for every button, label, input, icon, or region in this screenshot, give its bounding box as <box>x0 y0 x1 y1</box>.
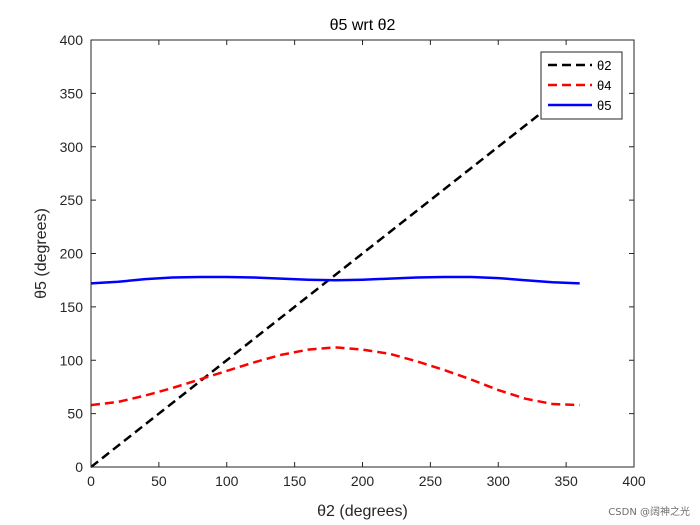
series-line-2 <box>90 81 581 468</box>
y-tick-label: 250 <box>60 192 84 208</box>
y-axis-label: θ5 (degrees) <box>33 208 50 299</box>
y-tick-label: 50 <box>67 406 83 422</box>
series-line-5 <box>90 275 580 285</box>
x-tick-label: 150 <box>283 473 307 489</box>
y-tick-label: 300 <box>60 139 84 155</box>
legend-label: θ2 <box>597 58 611 73</box>
y-tick-label: 200 <box>60 246 84 262</box>
series-line-4 <box>90 346 580 407</box>
x-axis-label: θ2 (degrees) <box>317 503 408 520</box>
x-tick-label: 300 <box>487 473 511 489</box>
chart-title: θ5 wrt θ2 <box>330 17 396 34</box>
x-tick-label: 0 <box>87 473 95 489</box>
y-tick-label: 400 <box>60 32 84 48</box>
watermark: CSDN @阔神之光 <box>608 507 690 518</box>
x-tick-label: 200 <box>351 473 375 489</box>
y-tick-label: 100 <box>60 352 84 368</box>
y-tick-label: 0 <box>75 459 83 475</box>
legend-label: θ4 <box>597 78 611 93</box>
ticks-layer: 0 50 100 150 200 250 300 350 400 0 50 100 150 200 250 3… <box>60 32 646 489</box>
x-tick-label: 350 <box>554 473 578 489</box>
legend-items: θ2 θ4 θ5 <box>548 58 611 113</box>
y-tick-label: 150 <box>60 299 84 315</box>
x-tick-label: 50 <box>151 473 167 489</box>
legend: θ2 θ4 θ5 <box>540 51 623 120</box>
legend-label: θ5 <box>597 98 611 113</box>
series-layer <box>90 81 581 468</box>
y-tick-label: 350 <box>60 85 84 101</box>
x-tick-label: 100 <box>215 473 239 489</box>
x-tick-label: 400 <box>622 473 646 489</box>
x-tick-label: 250 <box>419 473 443 489</box>
